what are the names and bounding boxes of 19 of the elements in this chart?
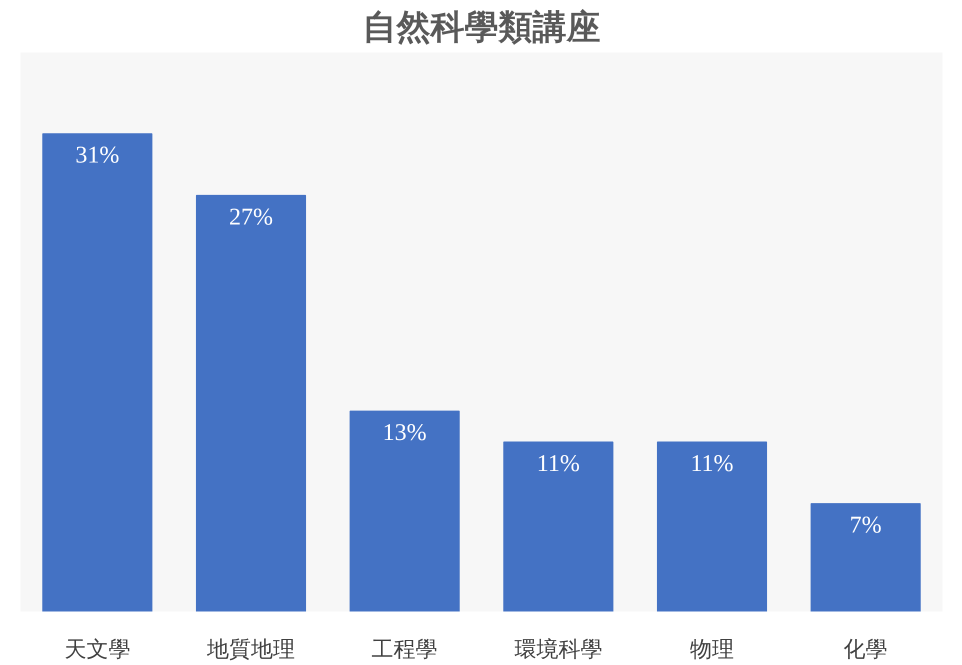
bar xyxy=(503,441,614,612)
x-tick-label: 天文學 xyxy=(64,638,130,662)
x-tick-label: 物理 xyxy=(690,638,734,662)
bar xyxy=(656,441,768,612)
data-label: 7% xyxy=(850,512,882,539)
x-tick-label: 化學 xyxy=(844,638,888,662)
data-label: 31% xyxy=(75,142,120,169)
data-label: 13% xyxy=(382,420,427,446)
bar xyxy=(810,503,921,612)
data-label: 11% xyxy=(690,450,734,477)
x-tick-label: 地質地理 xyxy=(206,638,295,662)
data-label: 11% xyxy=(536,450,580,477)
x-tick-label: 環境科學 xyxy=(514,638,602,662)
chart-title: 自然科學類講座 xyxy=(362,8,600,48)
data-label: 27% xyxy=(229,204,274,230)
bar xyxy=(350,410,460,612)
bar xyxy=(42,133,152,612)
x-tick-label: 工程學 xyxy=(372,638,438,662)
bar xyxy=(196,194,306,612)
